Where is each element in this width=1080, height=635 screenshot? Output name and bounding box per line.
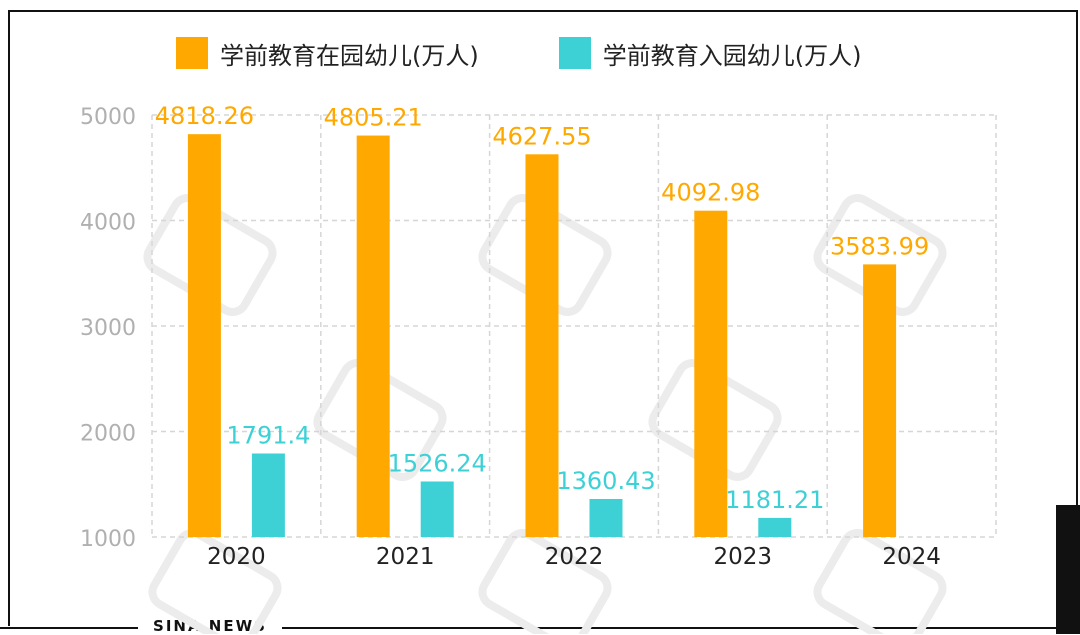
legend-swatch-enrolled [176,37,208,69]
data-label-admitted: 1360.43 [556,467,655,495]
bar-admitted [758,517,792,537]
watermark-mark-outline [478,193,612,317]
watermark-mark-outline [148,528,282,634]
bar-enrolled [863,264,897,537]
chart-frame [8,10,1078,626]
footer-gap [138,617,282,635]
bar-admitted [420,481,454,537]
footer-rule [0,627,1080,629]
data-label-admitted: 1526.24 [388,449,487,477]
chart-legend: 学前教育在园幼儿(万人) 学前教育入园幼儿(万人) [176,33,941,73]
data-label-enrolled: 4627.55 [492,122,591,150]
legend-swatch-admitted [558,37,591,69]
data-label-admitted: 1181.21 [725,486,824,514]
y-tick-label: 2000 [80,422,136,447]
legend-item-admitted: 学前教育入园幼儿(万人) [558,36,862,71]
x-tick-label: 2023 [714,544,773,570]
watermark-mark [478,528,612,634]
data-label-enrolled: 4092.98 [661,179,760,207]
y-tick-label: 4000 [80,211,136,236]
data-label-enrolled: 3583.99 [830,232,929,260]
bar-admitted [589,498,623,537]
x-tick-label: 2022 [545,544,604,570]
watermark-mark-outline [813,528,947,634]
corner-decoration [1056,505,1080,634]
x-axis: 2020 2021 2022 2023 2024 [207,544,941,570]
footer-source: SINA NEWS [153,617,267,635]
y-axis: 1000 2000 3000 4000 5000 [80,105,136,552]
y-tick-label: 5000 [80,105,136,130]
legend-label-enrolled: 学前教育在园幼儿(万人) [220,41,479,70]
watermark-mark [148,528,282,634]
data-label-enrolled: 4805.21 [324,104,423,132]
bar-admitted [251,453,285,537]
bar-enrolled [187,134,221,537]
bar-enrolled [356,135,390,537]
y-tick-label: 3000 [80,316,136,341]
bars [187,134,897,538]
x-tick-label: 2020 [207,544,266,570]
legend-label-admitted: 学前教育入园幼儿(万人) [602,41,862,70]
grid-lines [151,114,997,538]
legend-item-enrolled: 学前教育在园幼儿(万人) [176,36,479,71]
watermark-mark [813,528,947,634]
x-tick-label: 2024 [882,544,941,570]
y-tick-label: 1000 [80,527,136,552]
data-label-admitted: 1791.4 [226,422,310,450]
watermark-mark-outline [478,528,612,634]
bar-enrolled [694,210,728,537]
data-label-enrolled: 4818.26 [155,102,254,130]
bar-enrolled [525,154,559,538]
x-tick-label: 2021 [376,544,435,570]
watermark-mark [478,193,612,317]
data-labels: 4818.26 1791.4 4805.21 1526.24 4627.55 1360.4… [155,102,929,514]
